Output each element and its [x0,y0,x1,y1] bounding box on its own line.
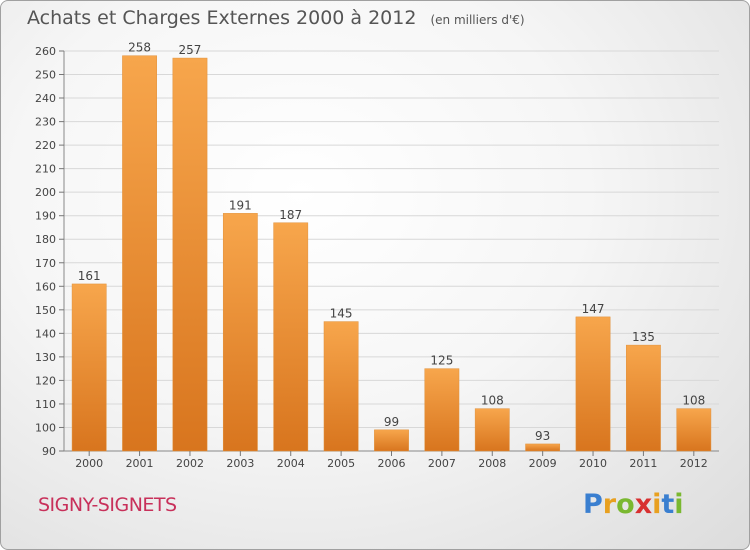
bar-2007 [424,368,460,452]
data-label: 161 [78,269,101,283]
y-tick-label: 100 [35,421,56,434]
bar-2001 [122,55,157,452]
bar-2004 [273,222,309,452]
bar-2010 [575,316,611,452]
x-tick-label: 2003 [226,457,254,470]
data-label: 191 [229,198,252,212]
data-label: 108 [481,394,504,408]
x-tick-label: 2008 [478,457,506,470]
y-tick-label: 250 [35,69,56,82]
y-tick-label: 240 [35,92,56,105]
logo-letter: i [674,489,684,520]
grid-lines [64,50,719,452]
y-tick-label: 120 [35,374,56,387]
logo-letter: o [616,489,635,520]
x-tick-label: 2007 [428,457,456,470]
y-tick-label: 260 [35,45,56,58]
y-tick-label: 180 [35,233,56,246]
title-text: Achats et Charges Externes 2000 à 2012 [27,7,417,29]
data-label: 93 [535,429,550,443]
y-tick-label: 150 [35,304,56,317]
x-tick-label: 2011 [629,457,657,470]
bar-2009 [525,443,561,452]
x-tick-label: 2009 [529,457,557,470]
data-label: 258 [128,41,151,55]
data-label: 99 [384,415,399,429]
x-tick-label: 2004 [277,457,305,470]
x-tick-label: 2001 [126,457,154,470]
x-tick-label: 2006 [378,457,406,470]
bar-2006 [374,429,409,452]
y-tick-label: 140 [35,327,56,340]
y-tick-label: 190 [35,210,56,223]
x-tick-label: 2012 [680,457,708,470]
x-tick-labels: 2000 2001 2002 2003 2004 2005 2006 2007 2008 2009… [75,451,708,470]
place-name: SIGNY-SIGNETS [38,494,177,516]
y-tick-label: 170 [35,257,56,270]
y-tick-label: 220 [35,139,56,152]
bar-2003 [222,213,258,452]
x-tick-label: 2000 [75,457,103,470]
data-label: 147 [582,302,605,316]
bar-2002 [172,57,208,452]
bars [71,55,712,452]
data-label: 108 [682,394,705,408]
y-tick-label: 160 [35,280,56,293]
bar-2008 [474,408,510,452]
title-unit: (en milliers d'€) [430,13,525,27]
logo-letter: x [634,489,653,520]
bar-2000 [71,283,107,452]
data-label: 145 [330,307,353,321]
data-label: 135 [632,330,655,344]
y-tick-label: 200 [35,186,56,199]
logo-letter: P [583,489,603,520]
data-labels: 161 258 257 191 187 145 99 125 108 93 147 135 108 [78,41,706,443]
data-label: 125 [430,354,453,368]
proxiti-logo[interactable]: Proxiti [583,489,684,520]
y-tick-label: 90 [42,445,56,458]
data-label: 257 [179,43,202,57]
chart-title: Achats et Charges Externes 2000 à 2012 (e… [27,7,525,29]
x-tick-label: 2005 [327,457,355,470]
y-tick-label: 230 [35,116,56,129]
logo-letter: t [661,489,675,520]
x-tick-label: 2010 [579,457,607,470]
logo-letter: i [652,489,662,520]
logo-letter: r [602,489,617,520]
bar-2011 [626,344,661,452]
y-tick-label: 130 [35,351,56,364]
x-tick-label: 2002 [176,457,204,470]
data-label: 187 [279,208,302,222]
y-tick-labels: 90 100 110 120 130 140 150 160 170 180 190 200 210 22… [35,45,64,458]
bar-2005 [323,321,359,452]
y-tick-label: 210 [35,163,56,176]
bar-2012 [676,408,712,452]
axes [63,51,719,452]
y-tick-label: 110 [35,398,56,411]
